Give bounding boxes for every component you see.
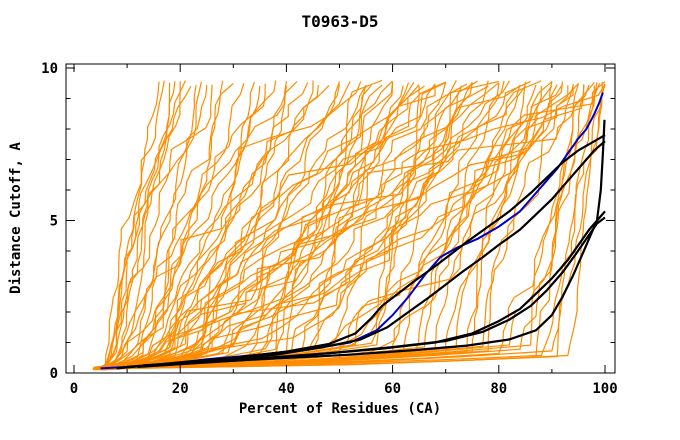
server-model-curve <box>95 82 394 369</box>
server-model-curve <box>104 83 601 368</box>
server-model-curve <box>94 82 500 369</box>
server-model-curve <box>103 85 521 370</box>
y-tick-label: 0 <box>50 366 58 382</box>
server-model-curve <box>103 80 542 371</box>
server-model-curve <box>104 85 553 370</box>
server-model-curve <box>93 84 420 370</box>
server-model-curve <box>102 85 574 368</box>
server-model-curve <box>102 81 341 369</box>
server-model-curve <box>105 80 457 368</box>
server-model-curve <box>99 83 500 369</box>
server-model-curve <box>108 83 341 369</box>
server-model-curve <box>99 86 420 370</box>
server-model-curve <box>97 85 261 369</box>
y-axis-title: Distance Cutoff, A <box>8 142 24 294</box>
server-model-curve <box>106 84 436 370</box>
server-model-curve <box>102 81 287 370</box>
server-model-curve <box>95 85 463 369</box>
best-model-curve <box>116 134 606 370</box>
server-model-curve <box>105 85 569 369</box>
server-model-curve <box>94 82 171 371</box>
plot-area: 0 20 40 60 80 100 0 5 10 <box>41 61 618 397</box>
server-model-curve <box>106 81 446 370</box>
server-model-curve <box>96 83 245 371</box>
server-model-curve <box>100 85 208 371</box>
server-model-curve <box>92 81 256 370</box>
x-axis-title: Percent of Residues (CA) <box>239 401 441 417</box>
server-model-curve <box>102 86 192 369</box>
server-model-curve <box>101 81 603 369</box>
plot-frame <box>65 63 616 374</box>
x-tick-label: 40 <box>278 381 295 397</box>
best-model-curve <box>148 119 606 367</box>
server-model-curve <box>99 81 202 368</box>
best-model-curve <box>127 140 606 368</box>
server-model-curve <box>104 80 394 369</box>
server-model-curve <box>101 80 187 370</box>
server-model-curve <box>106 81 181 369</box>
server-model-curve <box>98 81 415 371</box>
server-model-curve <box>106 84 213 369</box>
x-tick-label: 60 <box>384 381 401 397</box>
server-model-curve <box>97 85 425 370</box>
server-model-curve <box>93 86 542 369</box>
server-model-curve <box>93 84 383 371</box>
server-model-curve <box>104 80 165 368</box>
server-model-curve <box>102 79 383 370</box>
server-model-curve <box>93 80 314 369</box>
server-model-curve <box>103 81 176 369</box>
server-model-curve <box>100 82 410 370</box>
server-model-curve <box>98 85 287 368</box>
x-tick-label: 100 <box>592 381 617 397</box>
server-model-curve <box>97 82 447 370</box>
server-model-curve <box>104 82 579 371</box>
server-model-curve <box>95 83 436 370</box>
server-model-curve <box>106 82 598 370</box>
server-model-curve <box>101 83 606 370</box>
chart-title: T0963-D5 <box>301 12 378 31</box>
server-model-curve <box>96 83 606 368</box>
y-tick-label: 5 <box>50 214 58 230</box>
server-model-curve <box>94 81 446 370</box>
server-model-curve <box>103 82 473 370</box>
server-model-curve <box>107 84 367 370</box>
server-model-curve <box>93 85 526 369</box>
server-model-curve <box>108 80 510 370</box>
server-model-curve <box>104 80 505 369</box>
server-model-curve <box>104 84 521 369</box>
server-model-curve <box>106 84 330 371</box>
server-model-curve <box>93 85 595 368</box>
y-tick-label: 10 <box>41 61 58 77</box>
server-model-curve <box>101 83 394 371</box>
server-model-curve <box>99 81 553 370</box>
x-tick-label: 80 <box>490 381 507 397</box>
server-model-curve <box>107 82 309 371</box>
server-model-curve <box>93 81 564 369</box>
server-model-curve <box>96 83 266 369</box>
server-model-curve <box>104 81 526 368</box>
server-model-curve <box>97 84 367 368</box>
server-model-curve <box>96 84 585 368</box>
server-model-curve <box>102 80 489 369</box>
server-model-curve <box>97 82 595 369</box>
best-model-curve <box>142 216 606 367</box>
server-model-curve <box>92 84 537 370</box>
server-model-curve <box>102 81 160 370</box>
server-model-curve <box>106 80 277 370</box>
x-tick-label: 0 <box>70 381 78 397</box>
x-tick-label: 20 <box>172 381 189 397</box>
